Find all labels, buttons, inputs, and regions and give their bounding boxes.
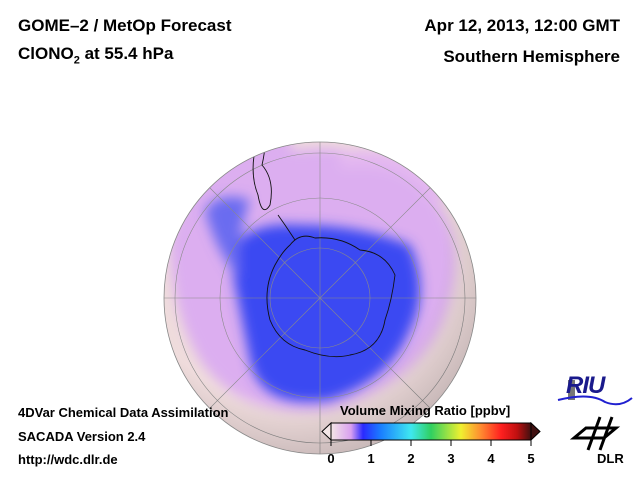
colorbar-tick: 5 [527, 451, 535, 466]
map-title: GOME–2 / MetOp Forecast [18, 16, 232, 35]
dlr-logo: DLR [597, 451, 624, 466]
colorbar-min-arrow [321, 421, 332, 442]
colorbar-gradient [330, 422, 532, 441]
colorbar [321, 421, 541, 446]
footer-assimilation: 4DVar Chemical Data Assimilation [18, 405, 229, 420]
riu-logo: RIU [566, 372, 605, 399]
colorbar-title: Volume Mixing Ratio [ppbv] [340, 403, 511, 418]
dlr-logo-graphic [569, 416, 621, 451]
colorbar-tick: 0 [327, 451, 335, 466]
species-name: ClONO [18, 44, 74, 63]
forecast-date: Apr 12, 2013, 12:00 GMT [424, 16, 620, 35]
colorbar-tick: 1 [367, 451, 375, 466]
colorbar-tick: 2 [407, 451, 415, 466]
colorbar-max-arrow [530, 421, 541, 442]
species-level-label: ClONO2 at 55.4 hPa [18, 44, 173, 66]
footer-url[interactable]: http://wdc.dlr.de [18, 452, 118, 467]
riu-logo-graphic [557, 380, 633, 406]
hemisphere-label: Southern Hemisphere [443, 47, 620, 66]
pressure-level: at 55.4 hPa [79, 44, 174, 63]
species-subscript: 2 [73, 54, 80, 67]
footer-version: SACADA Version 2.4 [18, 429, 146, 444]
colorbar-tick: 4 [487, 451, 495, 466]
colorbar-tick: 3 [447, 451, 455, 466]
globe-outline [163, 141, 477, 455]
